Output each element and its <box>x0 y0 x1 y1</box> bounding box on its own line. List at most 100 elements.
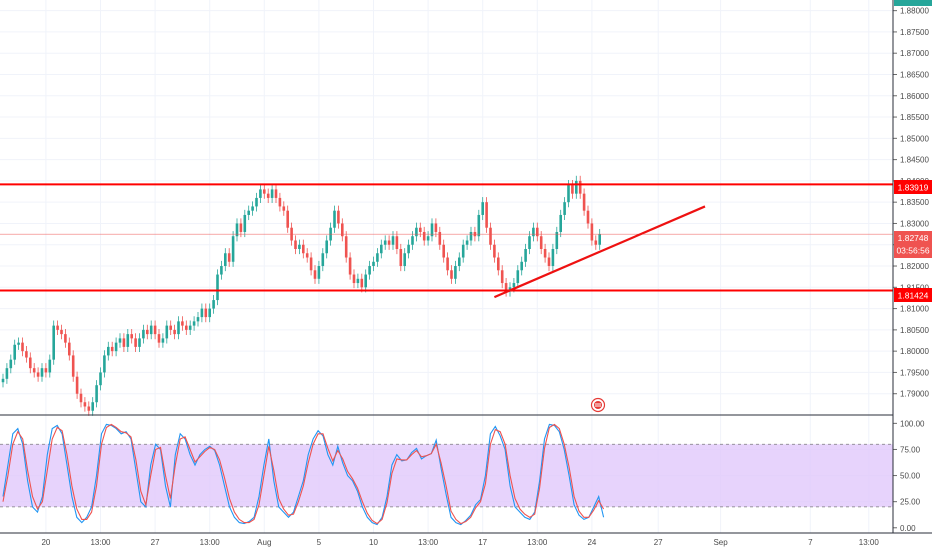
candle[interactable] <box>594 235 598 250</box>
candle[interactable] <box>337 205 340 229</box>
candle[interactable] <box>118 333 122 348</box>
candle[interactable] <box>91 397 94 416</box>
candle[interactable] <box>181 316 184 331</box>
candle[interactable] <box>32 363 36 378</box>
candle[interactable] <box>430 218 434 242</box>
candle[interactable] <box>71 350 75 382</box>
candle[interactable] <box>465 235 469 250</box>
candle[interactable] <box>95 380 98 408</box>
candle[interactable] <box>302 239 305 259</box>
candle[interactable] <box>407 239 410 259</box>
candle[interactable] <box>103 350 106 378</box>
candle[interactable] <box>161 333 165 348</box>
candle[interactable] <box>13 339 16 365</box>
candle[interactable] <box>220 260 223 280</box>
candle[interactable] <box>255 192 258 212</box>
candle[interactable] <box>274 184 278 204</box>
candle[interactable] <box>270 184 274 204</box>
candle[interactable] <box>575 175 578 199</box>
candle[interactable] <box>130 329 133 344</box>
candle[interactable] <box>341 218 344 242</box>
candle[interactable] <box>200 303 204 323</box>
candle[interactable] <box>9 354 13 374</box>
candle[interactable] <box>524 243 527 267</box>
event-flag-icon[interactable] <box>590 397 606 413</box>
candle[interactable] <box>450 265 453 284</box>
candle[interactable] <box>360 273 364 293</box>
candle[interactable] <box>208 303 211 323</box>
candle[interactable] <box>177 316 180 340</box>
candle[interactable] <box>399 243 403 272</box>
candle[interactable] <box>590 218 594 246</box>
candle[interactable] <box>36 367 40 382</box>
candle[interactable] <box>173 324 176 340</box>
candle[interactable] <box>551 243 555 272</box>
candle[interactable] <box>543 243 547 263</box>
candle[interactable] <box>165 320 169 344</box>
candle[interactable] <box>344 231 348 263</box>
candle[interactable] <box>114 337 118 357</box>
candle[interactable] <box>48 354 52 378</box>
candle[interactable] <box>309 252 313 276</box>
candle[interactable] <box>294 235 297 255</box>
candle[interactable] <box>87 401 91 416</box>
candle[interactable] <box>138 333 141 353</box>
candle[interactable] <box>422 226 426 246</box>
oscillator[interactable] <box>2 423 605 526</box>
candle[interactable] <box>25 346 28 363</box>
candle[interactable] <box>44 363 48 378</box>
candle[interactable] <box>372 256 375 272</box>
candle[interactable] <box>520 256 523 276</box>
candle[interactable] <box>454 260 457 284</box>
candle[interactable] <box>403 248 406 272</box>
candle[interactable] <box>582 188 586 216</box>
candle[interactable] <box>286 205 289 233</box>
candle[interactable] <box>231 231 235 267</box>
candle[interactable] <box>259 184 262 204</box>
candle[interactable] <box>153 320 157 340</box>
candle[interactable] <box>21 337 24 357</box>
trendline[interactable] <box>493 205 706 299</box>
candle[interactable] <box>149 320 153 340</box>
candle[interactable] <box>458 252 461 272</box>
oscillator-line-1[interactable] <box>2 423 605 526</box>
candle[interactable] <box>263 184 266 199</box>
candle[interactable] <box>79 388 83 408</box>
candle[interactable] <box>446 252 449 276</box>
candle[interactable] <box>192 316 196 331</box>
candle[interactable] <box>251 201 254 216</box>
candle[interactable] <box>383 235 387 250</box>
candle[interactable] <box>477 209 481 242</box>
candle[interactable] <box>243 209 247 238</box>
candle[interactable] <box>559 209 562 238</box>
candle[interactable] <box>134 333 137 353</box>
candle[interactable] <box>247 205 250 221</box>
candle[interactable] <box>387 235 391 250</box>
candle[interactable] <box>461 239 465 263</box>
candle[interactable] <box>598 228 601 250</box>
candle[interactable] <box>481 197 484 221</box>
candle[interactable] <box>528 231 531 255</box>
candle[interactable] <box>368 260 371 280</box>
candle[interactable] <box>227 248 231 267</box>
candle[interactable] <box>305 248 309 263</box>
candle[interactable] <box>235 218 239 242</box>
candle[interactable] <box>586 205 590 229</box>
candle[interactable] <box>352 269 356 289</box>
candle[interactable] <box>169 320 172 335</box>
candle[interactable] <box>282 201 286 216</box>
candle[interactable] <box>52 320 55 365</box>
candle[interactable] <box>578 175 582 199</box>
candle[interactable] <box>157 329 161 348</box>
candle[interactable] <box>321 248 325 272</box>
candle[interactable] <box>185 320 188 335</box>
candle[interactable] <box>122 333 126 353</box>
candle[interactable] <box>395 231 399 255</box>
candle[interactable] <box>188 320 192 335</box>
candle[interactable] <box>224 248 227 272</box>
candle[interactable] <box>142 324 145 344</box>
oscillator-line-2[interactable] <box>2 423 605 525</box>
candle[interactable] <box>497 252 500 276</box>
candle[interactable] <box>1 373 5 388</box>
